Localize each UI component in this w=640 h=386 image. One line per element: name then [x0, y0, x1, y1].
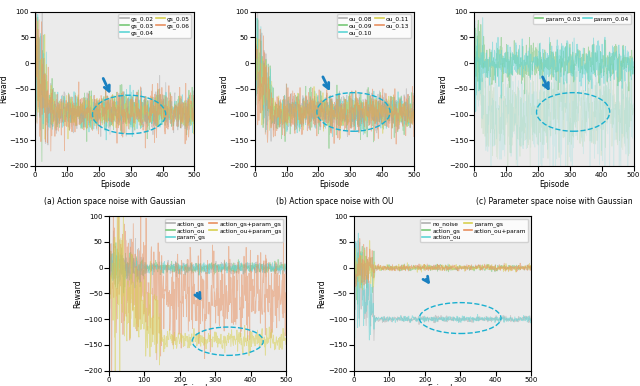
X-axis label: Episode: Episode — [100, 179, 130, 189]
Text: (c) Parameter space noise with Gaussian: (c) Parameter space noise with Gaussian — [476, 197, 632, 206]
Legend: param_0.03, param_0.04: param_0.03, param_0.04 — [532, 15, 630, 24]
X-axis label: Episode: Episode — [319, 179, 349, 189]
Legend: gs_0.02, gs_0.03, gs_0.04, gs_0.05, gs_0.06: gs_0.02, gs_0.03, gs_0.04, gs_0.05, gs_0… — [118, 15, 191, 38]
Y-axis label: Reward: Reward — [73, 279, 82, 308]
Y-axis label: Reward: Reward — [219, 74, 228, 103]
X-axis label: Episode: Episode — [182, 384, 212, 386]
Text: (b) Action space noise with OU: (b) Action space noise with OU — [276, 197, 393, 206]
Y-axis label: Reward: Reward — [317, 279, 326, 308]
Legend: action_gs, action_ou, param_gs, action_gs+param_gs, action_ou+param_gs: action_gs, action_ou, param_gs, action_g… — [164, 219, 284, 242]
Legend: ou_0.08, ou_0.09, ou_0.10, ou_0.11, ou_0.13: ou_0.08, ou_0.09, ou_0.10, ou_0.11, ou_0… — [337, 15, 411, 38]
Legend: no_noise, action_gs, action_ou, param_gs, action_ou+param: no_noise, action_gs, action_ou, param_gs… — [420, 219, 528, 242]
Y-axis label: Reward: Reward — [438, 74, 447, 103]
X-axis label: Episode: Episode — [539, 179, 569, 189]
X-axis label: Episode: Episode — [428, 384, 458, 386]
Text: (a) Action space noise with Gaussian: (a) Action space noise with Gaussian — [44, 197, 186, 206]
Y-axis label: Reward: Reward — [0, 74, 8, 103]
